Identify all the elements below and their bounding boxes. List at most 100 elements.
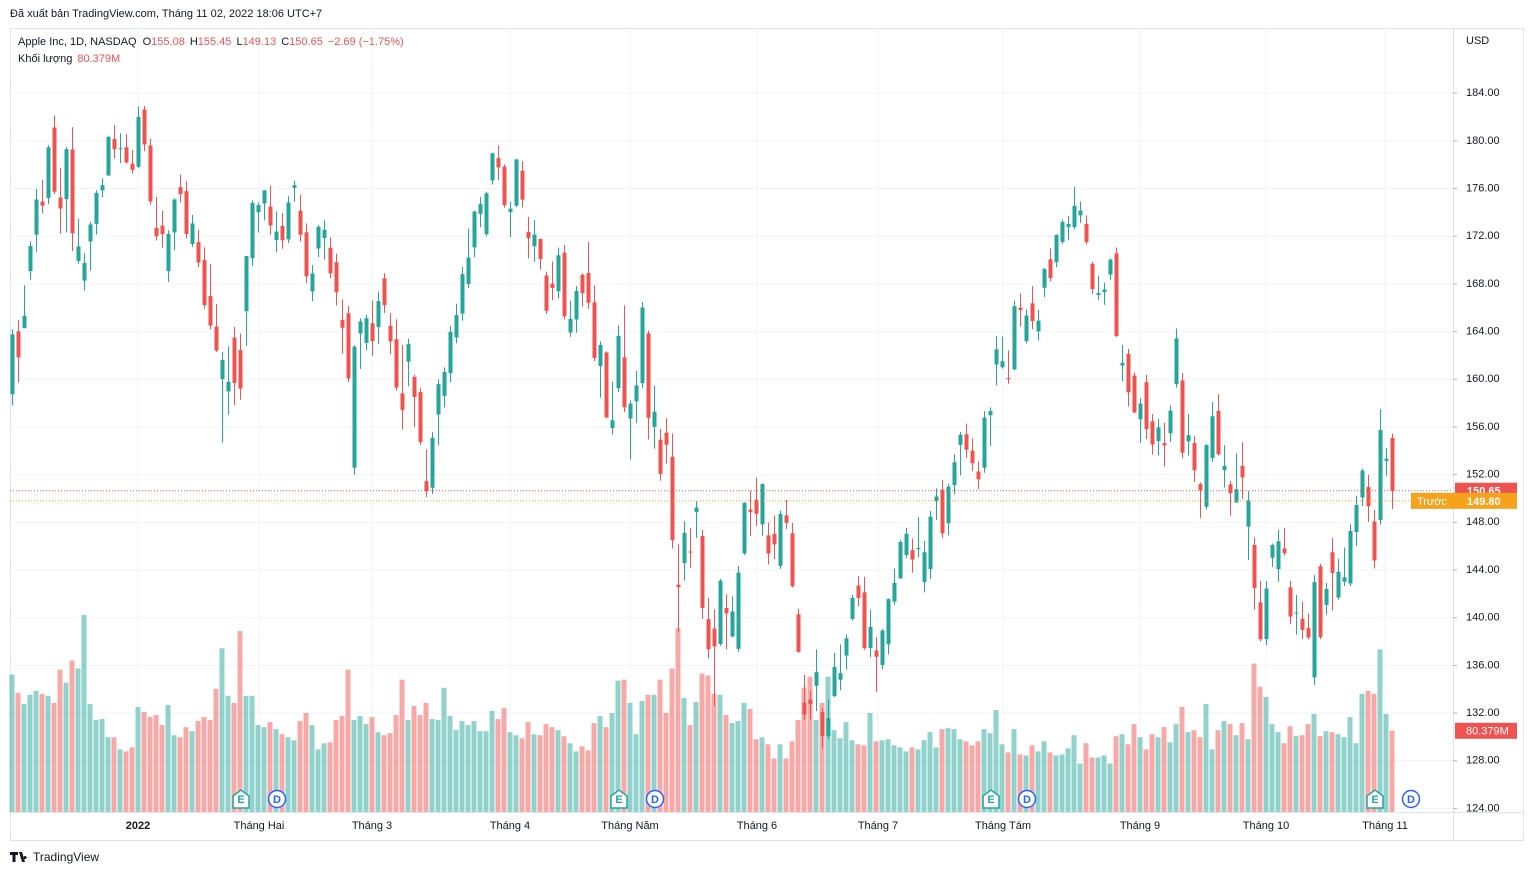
candle-body [124,147,129,163]
volume-bar [411,705,417,812]
volume-bar [621,679,627,812]
earnings-icon [232,789,250,809]
volume-bar [741,702,747,812]
volume-bar [993,709,999,812]
volume-bar [321,743,327,812]
event-marker: E [232,789,250,809]
candle-body [1132,375,1137,413]
volume-bar [255,725,261,812]
volume-bar [1197,737,1203,812]
candle-body [478,203,483,214]
candle-body [610,420,615,429]
volume-bar [1005,752,1011,812]
event-label: D [273,794,281,806]
candle-body [1162,443,1167,446]
volume-bar [951,729,957,812]
volume-bar [1131,724,1137,812]
volume-bar [507,732,513,812]
candle-body [358,321,363,334]
event-label: D [651,794,659,806]
candle-body [910,550,915,560]
candle-body [934,496,939,502]
volume-bar [675,628,681,812]
volume-bar [1035,751,1041,812]
volume-bar [33,690,39,812]
event-marker: D [645,789,665,809]
volume-bar [1107,763,1113,812]
x-tick-label: Tháng 4 [490,820,530,832]
candle-body [1228,484,1233,494]
volume-bar [957,739,963,812]
candle-body [1258,602,1263,640]
volume-bar [897,747,903,812]
volume-bar [471,721,477,812]
volume-bar [759,737,765,812]
volume-bar [123,751,129,812]
candle-body [970,450,975,464]
volume-bar [519,738,525,812]
volume-bar [1029,745,1035,812]
candle-body [1156,427,1161,442]
volume-bar [1017,754,1023,812]
volume-bar [111,737,117,812]
candle-body [1012,306,1017,370]
candle-body [658,439,663,474]
candle-body [604,352,609,418]
candle-body [214,326,219,351]
candle-body [1348,531,1353,584]
volume-bar [537,735,543,812]
candle-body [130,163,135,170]
volume-bar [939,729,945,812]
ohlc-value: 155.08 [151,36,185,48]
candle-body [250,203,255,259]
candle-body [898,541,903,579]
candle-body [1180,380,1185,453]
volume-bar [477,731,483,812]
candle-body [784,515,789,523]
grid [10,28,1453,812]
brand-logo [10,852,27,862]
candle-body [880,630,885,665]
candle-body [1084,223,1089,242]
volume-bar [1263,696,1269,812]
candle-body [1342,577,1347,582]
candle-body [1366,487,1371,507]
candle-body [802,702,807,715]
ohlc-key: L [236,36,242,48]
candle-body [724,608,729,614]
volume-bar [777,744,783,812]
candle-body [418,392,423,443]
candle-body [64,149,69,200]
event-label: E [1371,794,1378,806]
candle-body [1138,403,1143,420]
candle-body [538,238,543,259]
volume-bar [885,739,891,812]
volume-bar [501,707,507,812]
volume-bar [903,751,909,812]
volume-bar [561,736,567,812]
candle-body [622,357,627,408]
volume-bar [105,737,111,812]
volume-bar [1389,730,1395,812]
candle-body [544,275,549,311]
volume-bar [1317,736,1323,812]
volume-bar [297,721,303,812]
volume-title: Khối lượng [18,53,72,65]
candle-body [1018,307,1023,311]
volume-bar [681,697,687,812]
volume-bar [753,739,759,812]
ohlc-key: O [143,36,152,48]
candle-body [226,381,231,392]
y-tick-label: 132.00 [1466,707,1500,719]
volume-bar [327,742,333,812]
candle-body [1294,612,1299,614]
candle-body [1210,416,1215,458]
x-tick-label: Tháng 11 [1362,820,1408,832]
y-tick-label: 152.00 [1466,469,1500,481]
candle-body [394,339,399,388]
volume-bar [279,734,285,812]
volume-bar [81,615,87,812]
volume-bar [1353,743,1359,812]
candle-body [46,147,51,198]
